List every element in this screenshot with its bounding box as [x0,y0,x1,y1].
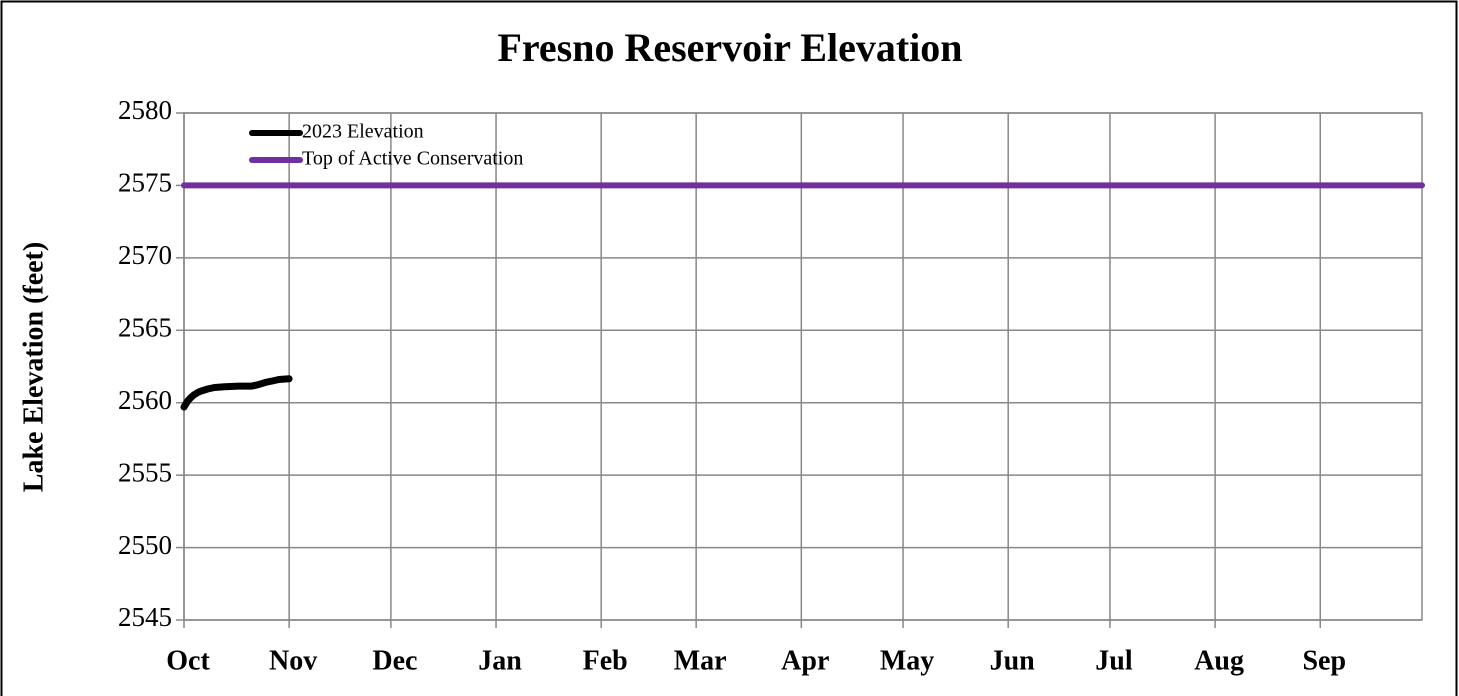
chart-title: Fresno Reservoir Elevation [497,25,962,70]
y-tick-label: 2580 [118,95,172,125]
y-tick-label: 2565 [118,312,172,342]
y-tick-label: 2570 [118,240,172,270]
x-tick-label: Jan [478,645,522,676]
y-axis-label: Lake Elevation (feet) [18,242,49,492]
series-line [180,375,293,411]
x-tick-label: Feb [583,645,628,676]
x-tick-label: Mar [674,645,727,676]
y-tick-label: 2575 [118,168,172,198]
x-tick-label: Aug [1194,645,1244,676]
x-tick-label: Jul [1095,645,1133,676]
x-tick-label: Apr [781,645,829,676]
legend-label: Top of Active Conservation [302,148,523,170]
x-tick-label: Jun [990,645,1036,676]
legend-label: 2023 Elevation [302,121,424,143]
x-tick-label: Oct [166,645,210,676]
y-tick-label: 2550 [118,530,172,560]
plot-frame [183,112,1423,621]
x-tick-label: Dec [372,645,417,676]
x-tick-label: Sep [1302,645,1346,676]
x-tick-label: May [880,645,934,676]
y-tick-label: 2545 [118,602,172,632]
y-tick-label: 2560 [118,385,172,415]
x-tick-label: Nov [269,645,317,676]
y-tick-label: 2555 [118,457,172,487]
